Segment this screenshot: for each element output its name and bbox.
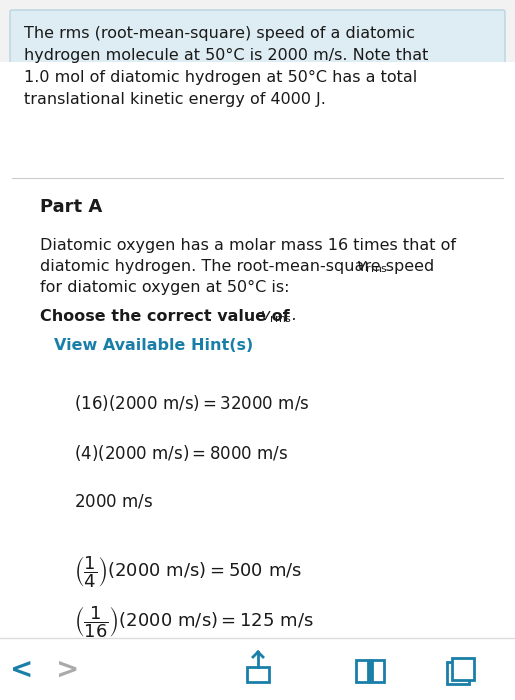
Text: Part A: Part A <box>40 198 102 216</box>
Text: View Available Hint(s): View Available Hint(s) <box>54 338 253 353</box>
Text: hydrogen molecule at 50°C is 2000 m/s. Note that: hydrogen molecule at 50°C is 2000 m/s. N… <box>24 48 428 63</box>
Circle shape <box>52 444 62 456</box>
Circle shape <box>48 491 66 509</box>
Polygon shape <box>18 202 30 209</box>
Text: $v_{\rm rms}$.: $v_{\rm rms}$. <box>260 309 296 325</box>
Text: Choose the correct value of: Choose the correct value of <box>40 309 296 324</box>
Circle shape <box>48 441 66 459</box>
Text: The rms (root-mean-square) speed of a diatomic: The rms (root-mean-square) speed of a di… <box>24 26 415 41</box>
Polygon shape <box>40 338 46 348</box>
Circle shape <box>52 596 62 608</box>
Text: 1.0 mol of diatomic hydrogen at 50°C has a total: 1.0 mol of diatomic hydrogen at 50°C has… <box>24 70 417 85</box>
Circle shape <box>52 494 62 505</box>
FancyBboxPatch shape <box>447 662 469 684</box>
Text: $(4)(2000\ \mathrm{m/s}) = 8000\ \mathrm{m/s}$: $(4)(2000\ \mathrm{m/s}) = 8000\ \mathrm… <box>74 443 288 463</box>
Text: for diatomic oxygen at 50°C is:: for diatomic oxygen at 50°C is: <box>40 280 289 295</box>
FancyBboxPatch shape <box>0 62 515 700</box>
Circle shape <box>48 391 66 409</box>
Bar <box>0 638 515 700</box>
Text: $(16)(2000\ \mathrm{m/s}) = 32000\ \mathrm{m/s}$: $(16)(2000\ \mathrm{m/s}) = 32000\ \math… <box>74 393 310 413</box>
Circle shape <box>48 543 66 561</box>
Text: $2000\ \mathrm{m/s}$: $2000\ \mathrm{m/s}$ <box>74 493 153 511</box>
Text: translational kinetic energy of 4000 J.: translational kinetic energy of 4000 J. <box>24 92 326 107</box>
FancyBboxPatch shape <box>27 357 500 638</box>
Circle shape <box>52 547 62 557</box>
Text: Diatomic oxygen has a molar mass 16 times that of: Diatomic oxygen has a molar mass 16 time… <box>40 238 456 253</box>
FancyBboxPatch shape <box>10 10 505 162</box>
Circle shape <box>48 593 66 611</box>
Circle shape <box>52 395 62 405</box>
Text: diatomic hydrogen. The root-mean-square speed: diatomic hydrogen. The root-mean-square … <box>40 259 439 274</box>
Text: >: > <box>56 656 80 684</box>
Text: $\left(\dfrac{1}{16}\right)(2000\ \mathrm{m/s}) = 125\ \mathrm{m/s}$: $\left(\dfrac{1}{16}\right)(2000\ \mathr… <box>74 604 314 640</box>
FancyBboxPatch shape <box>452 658 474 680</box>
Text: $\left(\dfrac{1}{4}\right)(2000\ \mathrm{m/s}) = 500\ \mathrm{m/s}$: $\left(\dfrac{1}{4}\right)(2000\ \mathrm… <box>74 554 302 589</box>
Text: <: < <box>10 656 33 684</box>
Text: $v_{\rm rms}$: $v_{\rm rms}$ <box>356 259 388 274</box>
